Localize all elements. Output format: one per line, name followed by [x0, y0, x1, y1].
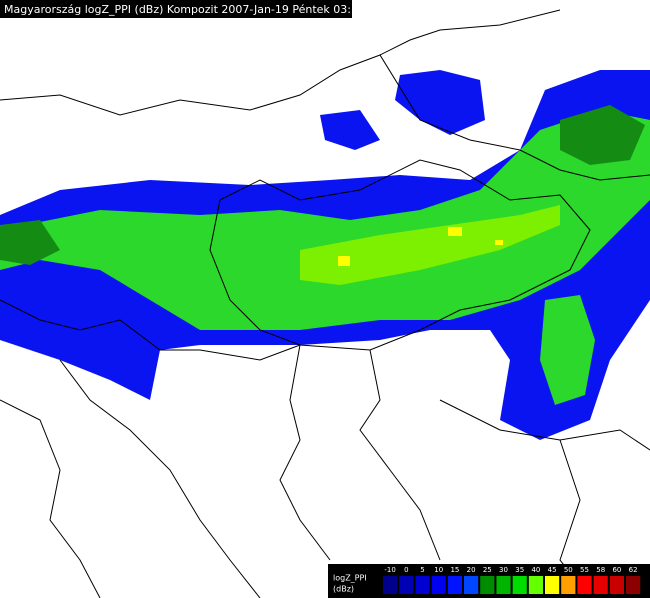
border	[0, 299, 301, 361]
legend: logZ_PPI (dBz) -10 0 5 10 15 20 25 30 35 40 45 50 55…	[328, 564, 650, 598]
map-title: Magyarország logZ_PPI (dBz) Kompozit 200…	[4, 3, 384, 16]
legend-level: 50	[564, 566, 573, 574]
legend-level: 62	[629, 566, 638, 574]
border	[359, 349, 441, 561]
legend-swatch	[561, 576, 576, 594]
radar-echoes	[0, 70, 650, 440]
legend-level: 30	[499, 566, 508, 574]
legend-level: 15	[450, 566, 459, 574]
legend-level: 35	[515, 566, 524, 574]
legend-swatch	[528, 576, 543, 594]
border	[0, 9, 561, 116]
legend-swatch	[496, 576, 511, 594]
border	[209, 159, 591, 351]
echo-moderate	[0, 110, 650, 330]
legend-swatch	[431, 576, 446, 594]
legend-level: 58	[596, 566, 605, 574]
legend-swatch	[593, 576, 608, 594]
border	[279, 344, 331, 561]
echo-moderate	[540, 295, 595, 405]
legend-level: 40	[531, 566, 540, 574]
legend-swatch	[626, 576, 641, 594]
border	[379, 54, 650, 181]
legend-level: 60	[612, 566, 621, 574]
echo-moderate-dark	[0, 220, 60, 265]
legend-level: 55	[580, 566, 589, 574]
echo-weak	[320, 110, 380, 150]
legend-swatch	[512, 576, 527, 594]
legend-swatch	[480, 576, 495, 594]
echo-strong	[300, 205, 560, 285]
legend-level: 10	[434, 566, 443, 574]
border	[0, 399, 101, 598]
legend-name: logZ_PPI	[333, 574, 367, 583]
legend-swatch	[447, 576, 462, 594]
legend-swatch	[577, 576, 592, 594]
legend-swatch	[415, 576, 430, 594]
title-bar	[0, 0, 352, 18]
legend-swatch	[399, 576, 414, 594]
legend-swatch	[464, 576, 479, 594]
legend-swatch	[383, 576, 398, 594]
legend-swatch	[609, 576, 624, 594]
legend-level: 25	[483, 566, 492, 574]
legend-level: 5	[420, 566, 424, 574]
echo-peak	[495, 240, 503, 245]
echo-peak	[448, 227, 462, 236]
legend-level: 20	[467, 566, 476, 574]
echo-weak	[395, 70, 485, 135]
legend-swatch	[545, 576, 560, 594]
legend-unit: (dBz)	[333, 585, 354, 594]
legend-level: -10	[384, 566, 395, 574]
legend-level: 45	[548, 566, 557, 574]
legend-level: 0	[404, 566, 408, 574]
echo-moderate-dark	[560, 105, 645, 165]
echo-peak	[338, 256, 350, 266]
border	[59, 359, 261, 598]
